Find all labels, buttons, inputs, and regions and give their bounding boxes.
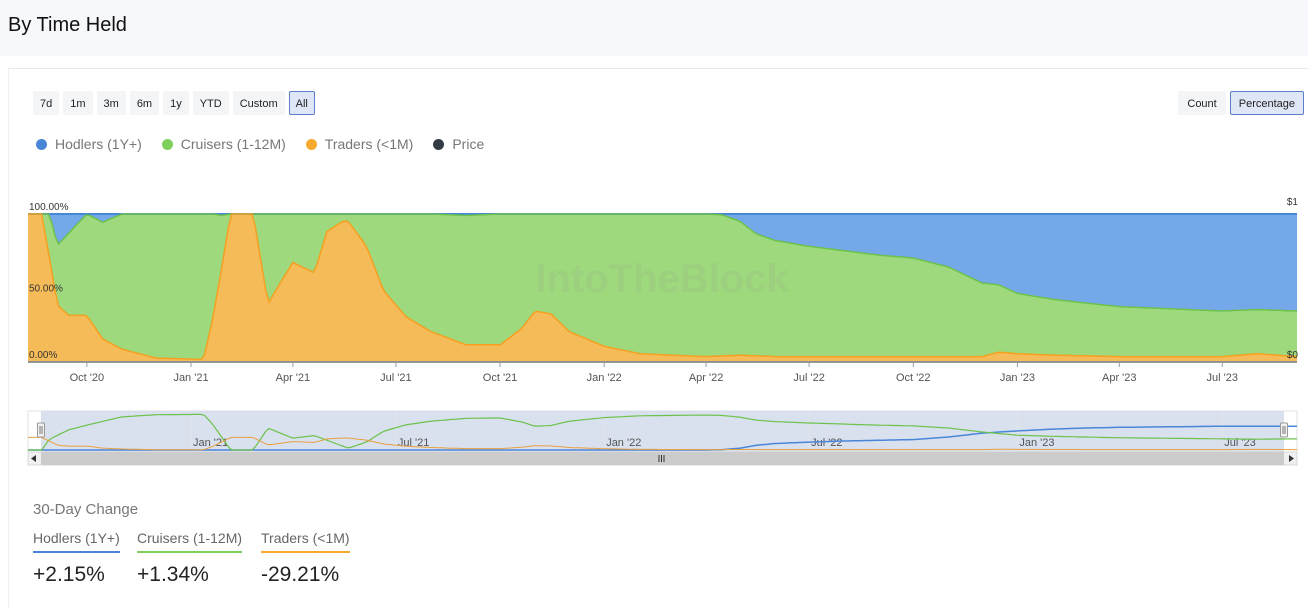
x-tick-label: Apr '21: [276, 372, 311, 384]
range-button-1y[interactable]: 1y: [163, 91, 189, 115]
legend-label: Price: [452, 136, 485, 152]
x-tick-label: Oct '20: [70, 372, 105, 384]
range-button-6m[interactable]: 6m: [129, 91, 160, 115]
change-item-hodlers-1y: Hodlers (1Y+) +2.15%: [33, 530, 120, 587]
legend-dot-icon: [305, 138, 317, 150]
area-traders: [28, 214, 1297, 361]
x-tick-label: Jan '21: [173, 372, 208, 384]
x-tick-label: Oct '21: [483, 372, 518, 384]
change-value: +2.15%: [33, 563, 105, 586]
navigator-line-traders: [28, 436, 1297, 451]
x-tick-label: Oct '22: [896, 372, 931, 384]
y-tick-label: 100.00%: [29, 202, 69, 213]
legend-dot-icon: [161, 138, 173, 150]
change-title: 30-Day Change: [33, 501, 139, 518]
x-tick-label: Jan '23: [1000, 372, 1035, 384]
legend-item-price[interactable]: Price: [433, 136, 484, 152]
navigator-tick-label: Jan '21: [193, 437, 228, 449]
chart: IntoTheBlock Oct '20 Jan '21 Apr '21 Jul '21…: [27, 197, 1299, 466]
navigator-selection: [41, 411, 1284, 452]
range-button-7d[interactable]: 7d: [33, 91, 60, 115]
scroll-left-arrow-icon[interactable]: [31, 455, 36, 462]
legend-label: Hodlers (1Y+): [55, 136, 142, 152]
area-cruisers: [28, 214, 1297, 360]
header-band: [0, 0, 1308, 56]
y2-tick-label: $0: [1287, 350, 1299, 361]
legend-item-cruisers-1-12m[interactable]: Cruisers (1-12M): [161, 136, 286, 152]
y-tick-label: 50.00%: [29, 284, 63, 295]
mode-button-count[interactable]: Count: [1178, 91, 1226, 115]
navigator-tick-label: Jan '22: [606, 437, 641, 449]
legend-item-hodlers-1y[interactable]: Hodlers (1Y+): [36, 136, 142, 152]
x-tick-label: Apr '22: [689, 372, 724, 384]
range-button-custom[interactable]: Custom: [232, 91, 285, 115]
legend-dot-icon: [433, 138, 445, 150]
chart-legend: Hodlers (1Y+) Cruisers (1-12M) Traders (<1…: [36, 136, 484, 152]
page-title: By Time Held: [8, 14, 127, 36]
change-item-traders-1m: Traders (<1M) -29.21%: [261, 530, 350, 587]
navigator-tick-label: Jan '23: [1019, 437, 1054, 449]
change-label: Hodlers (1Y+): [33, 530, 120, 553]
time-range-selector: 7d 1m 3m 6m 1y YTD Custom All: [33, 91, 315, 115]
display-mode-selector: Count Percentage: [1178, 91, 1304, 115]
range-button-all[interactable]: All: [288, 91, 315, 115]
area-hodlers: [28, 214, 1297, 311]
range-button-ytd[interactable]: YTD: [192, 91, 229, 115]
legend-label: Traders (<1M): [324, 136, 414, 152]
legend-label: Cruisers (1-12M): [180, 136, 286, 152]
change-value: -29.21%: [261, 563, 340, 586]
line-traders: [28, 213, 1298, 361]
y-tick-label: 0.00%: [29, 350, 57, 361]
navigator-tick-label: Jul '23: [1224, 437, 1255, 449]
scrollbar-thumb: [41, 452, 1284, 465]
change-value: +1.34%: [137, 563, 209, 586]
range-button-3m[interactable]: 3m: [96, 91, 126, 115]
x-tick-label: Jul '23: [1207, 372, 1238, 384]
x-tick-label: Apr '23: [1102, 372, 1137, 384]
mode-button-percentage[interactable]: Percentage: [1229, 91, 1304, 115]
change-item-cruisers-1-12m: Cruisers (1-12M) +1.34%: [137, 530, 243, 587]
watermark-text: IntoTheBlock: [535, 257, 789, 301]
change-label: Traders (<1M): [261, 530, 350, 553]
navigator-line-cruisers: [28, 413, 1298, 451]
x-tick-label: Jan '22: [587, 372, 622, 384]
change-label: Cruisers (1-12M): [137, 530, 243, 553]
y2-tick-label: $1: [1287, 197, 1299, 208]
x-tick-label: Jul '22: [793, 372, 824, 384]
navigator-handle: [1280, 422, 1288, 438]
navigator-tick-label: Jul '22: [811, 437, 842, 449]
scroll-right-arrow-icon[interactable]: [1289, 455, 1294, 462]
navigator-handle: [37, 422, 45, 438]
x-tick-label: Jul '21: [380, 372, 411, 384]
range-button-1m[interactable]: 1m: [63, 91, 93, 115]
legend-item-traders-1m[interactable]: Traders (<1M): [305, 136, 414, 152]
legend-dot-icon: [36, 138, 47, 150]
